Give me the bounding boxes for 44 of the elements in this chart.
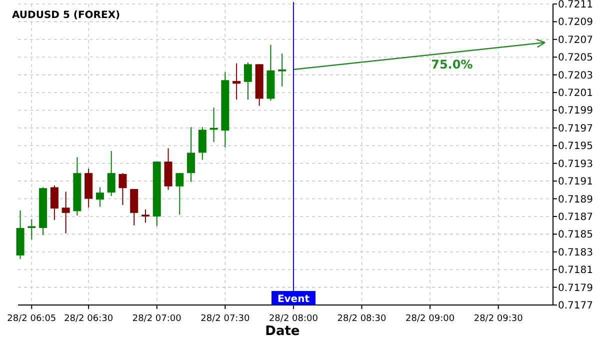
candlestick xyxy=(118,172,127,206)
y-tick-label: 0.7205 xyxy=(558,52,593,64)
y-tick-label: 0.7199 xyxy=(558,106,593,117)
x-tick-label: 28/2 09:00 xyxy=(406,314,455,324)
x-tick-label: 28/2 07:00 xyxy=(132,314,182,324)
x-tick-label: 28/2 07:30 xyxy=(200,314,250,324)
y-tick-label: 0.7201 xyxy=(558,88,593,100)
y-tick-label: 0.7183 xyxy=(558,247,593,258)
candlestick xyxy=(232,62,241,100)
x-tick-label: 28/2 08:30 xyxy=(337,314,387,324)
x-tick-label: 28/2 06:05 xyxy=(7,314,56,324)
candlestick xyxy=(244,62,252,100)
candlestick xyxy=(187,126,196,182)
candlestick xyxy=(62,191,70,234)
candlestick xyxy=(28,218,36,240)
y-tick-label: 0.7189 xyxy=(558,194,593,206)
y-tick-label: 0.7191 xyxy=(558,176,593,188)
ref-line-label: Event xyxy=(277,294,310,305)
candlestick xyxy=(107,150,116,197)
y-tick-label: 0.7177 xyxy=(558,300,593,312)
candlestick xyxy=(141,208,150,224)
candlestick xyxy=(198,126,206,160)
x-tick-label: 28/2 08:00 xyxy=(268,314,318,324)
y-tick-label: 0.7211 xyxy=(558,0,593,10)
y-tick-label: 0.7181 xyxy=(558,265,593,276)
y-tick-label: 0.7179 xyxy=(558,282,593,294)
y-tick-label: 0.7185 xyxy=(558,230,593,241)
y-tick-label: 0.7195 xyxy=(558,141,593,152)
candlestick xyxy=(96,186,104,208)
text: AUDUSD 5 (FOREX) xyxy=(12,10,120,21)
y-tick-label: 0.7207 xyxy=(558,34,593,46)
y-tick-label: 0.7197 xyxy=(558,123,593,134)
y-tick-label: 0.7209 xyxy=(558,17,593,28)
candlestick xyxy=(50,184,58,221)
y-tick-label: 0.7193 xyxy=(558,158,593,170)
x-tick-label: 28/2 09:30 xyxy=(474,314,524,324)
candlestick xyxy=(130,188,138,226)
annotation: 75.0% xyxy=(431,58,473,72)
candlestick xyxy=(278,53,286,87)
x-tick-label: 28/2 06:30 xyxy=(64,314,114,324)
y-tick-label: 0.7203 xyxy=(558,70,593,82)
y-tick-label: 0.7187 xyxy=(558,212,593,223)
candlestick xyxy=(176,172,184,216)
x-axis-title: Date xyxy=(265,324,300,339)
